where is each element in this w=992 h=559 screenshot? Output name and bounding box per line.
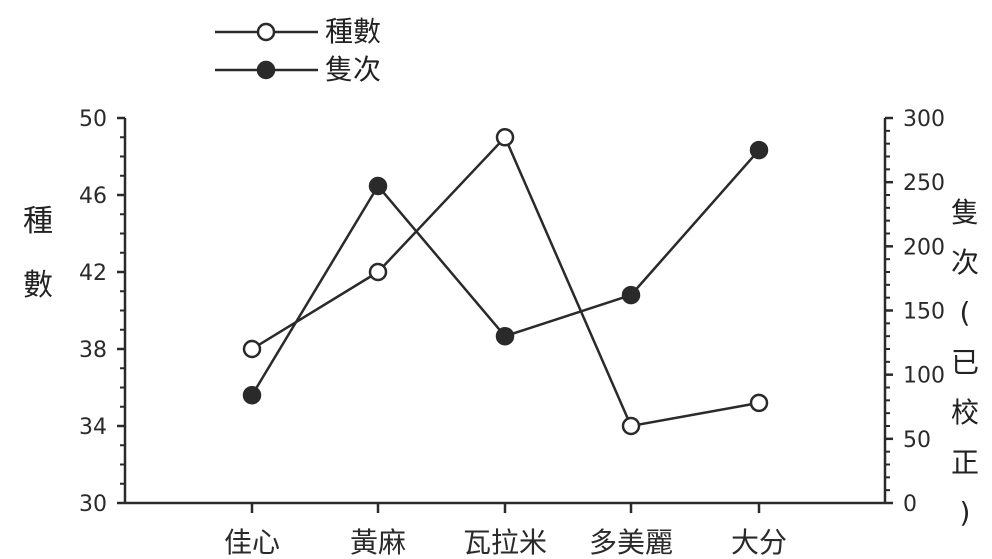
right-axis-tick-label: 300 bbox=[903, 107, 945, 132]
right-axis-tick-label: 50 bbox=[903, 428, 931, 453]
legend-label-count: 隻次 bbox=[325, 53, 382, 86]
right-axis-tick-label: 250 bbox=[903, 171, 945, 196]
legend-label-species: 種數 bbox=[325, 15, 382, 48]
left-axis-tick-label: 42 bbox=[79, 261, 107, 286]
right-axis-title-char: 已 bbox=[950, 346, 979, 379]
x-axis-category-label: 多美麗 bbox=[589, 526, 673, 559]
series-markers bbox=[242, 128, 769, 436]
data-point-count bbox=[495, 326, 515, 346]
left-axis-tick-label: 38 bbox=[79, 338, 107, 363]
right-axis-title-char: ) bbox=[959, 496, 971, 529]
right-axis-tick-label: 200 bbox=[903, 235, 945, 260]
x-axis-category-label: 黃麻 bbox=[350, 526, 406, 559]
right-axis-title: 隻 次 ( 已 校 正 ) bbox=[945, 188, 985, 538]
left-axis-tick-label: 46 bbox=[79, 184, 107, 209]
left-axis-tick-label: 30 bbox=[79, 492, 107, 517]
data-point-species bbox=[368, 262, 388, 282]
data-point-count bbox=[621, 285, 641, 305]
legend-marker-species bbox=[256, 22, 276, 42]
right-axis-title-char: 正 bbox=[950, 446, 979, 479]
series-line-species bbox=[251, 135, 760, 428]
left-axis-tick-label: 50 bbox=[79, 107, 107, 132]
legend-entry-count: 隻次 bbox=[215, 52, 435, 88]
data-point-species bbox=[242, 339, 262, 359]
data-point-species bbox=[495, 128, 515, 147]
right-axis-title-char: 次 bbox=[950, 246, 979, 279]
data-point-species bbox=[621, 416, 641, 436]
right-axis-title-char: 校 bbox=[950, 396, 979, 429]
x-axis-category-label: 大分 bbox=[731, 526, 787, 559]
series-lines bbox=[250, 135, 760, 428]
data-point-count bbox=[368, 176, 388, 196]
chart-axes: 30 34 38 42 46 50 0 50 100 150 200 250 300 佳心 黃麻 瓦拉米 多美麗… bbox=[79, 107, 945, 559]
right-axis-tick-label: 100 bbox=[903, 364, 945, 389]
right-axis-tick-label: 0 bbox=[903, 492, 917, 517]
legend-marker-count bbox=[256, 60, 276, 80]
data-point-count bbox=[749, 140, 769, 160]
left-axis-title-char: 數 bbox=[23, 268, 53, 303]
left-axis-title-char: 種 bbox=[23, 204, 53, 239]
right-axis-tick-label: 150 bbox=[903, 300, 945, 325]
right-axis-title-char: ( bbox=[959, 296, 971, 329]
left-axis-title: 種 數 bbox=[18, 190, 58, 318]
x-axis-category-label: 瓦拉米 bbox=[463, 526, 547, 559]
series-line-count bbox=[250, 149, 760, 396]
legend-marks bbox=[215, 22, 318, 80]
data-point-count bbox=[242, 385, 262, 405]
left-axis-tick-label: 34 bbox=[79, 415, 107, 440]
x-axis-category-label: 佳心 bbox=[224, 526, 280, 559]
right-axis-title-char: 隻 bbox=[950, 196, 979, 229]
legend-entry-species: 種數 bbox=[215, 14, 435, 50]
data-point-species bbox=[749, 393, 769, 413]
